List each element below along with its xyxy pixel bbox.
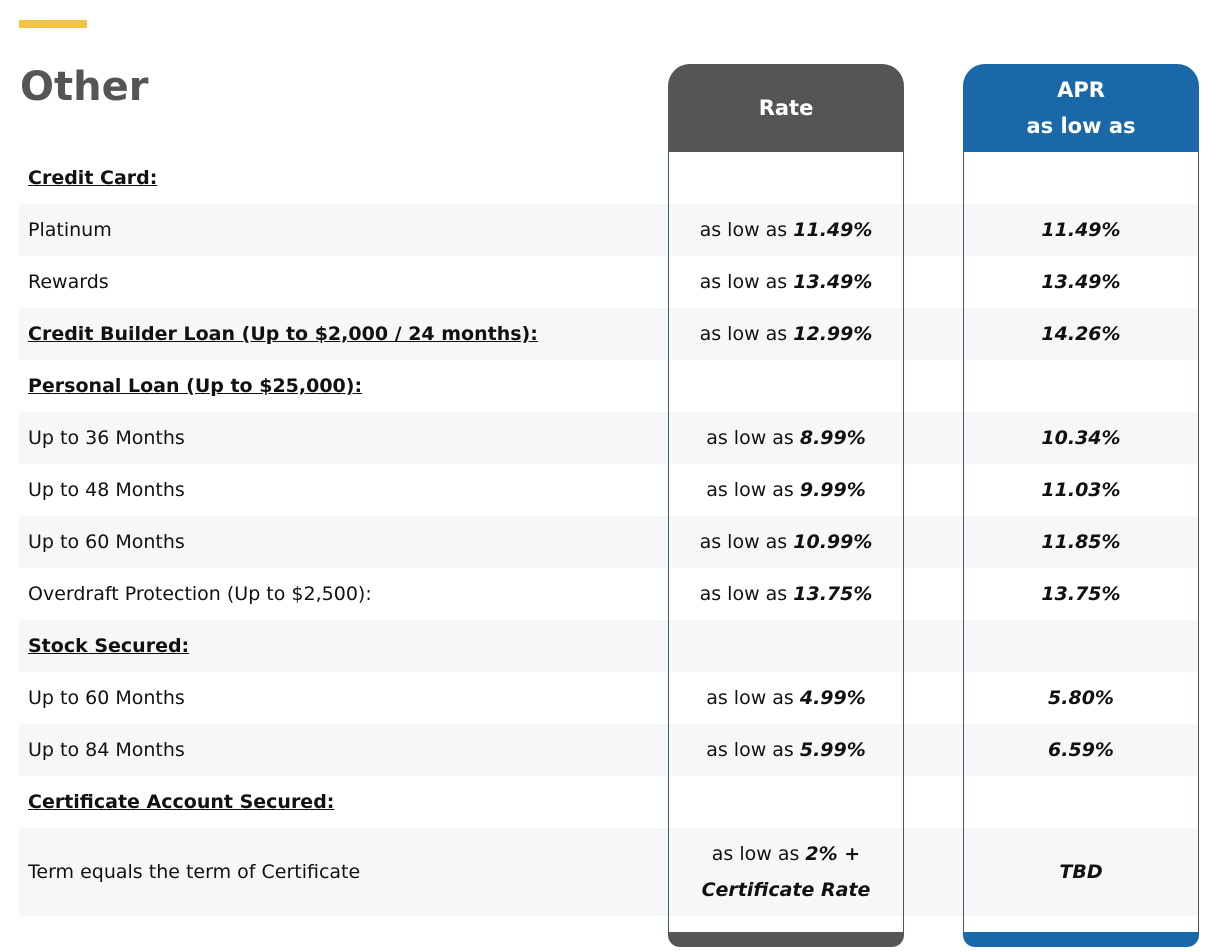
- rate-prefix: as low as: [706, 739, 794, 761]
- row-heading: Credit Builder Loan (Up to $2,000 / 24 m…: [28, 323, 538, 345]
- rate-value: 13.75%: [793, 583, 873, 605]
- apr-cell: 11.03%: [963, 464, 1199, 516]
- rate-value: 10.99%: [793, 531, 873, 553]
- row-shade: [19, 724, 1199, 776]
- apr-value: 11.49%: [1041, 219, 1121, 241]
- rate-value: 4.99%: [799, 687, 866, 709]
- apr-value: 10.34%: [1041, 427, 1121, 449]
- rate-header: Rate: [668, 64, 904, 152]
- row-heading: Personal Loan (Up to $25,000):: [28, 375, 363, 397]
- row-shade: [19, 516, 1199, 568]
- rate-value: 5.99%: [799, 739, 866, 761]
- apr-header-text: APR: [1057, 78, 1105, 102]
- accent-bar: [19, 20, 87, 28]
- rate-line: as low as 5.99%: [706, 732, 866, 768]
- rate-line: as low as 11.49%: [700, 212, 873, 248]
- rate-cell: as low as 12.99%: [668, 308, 904, 360]
- apr-cell: 6.59%: [963, 724, 1199, 776]
- rate-prefix: as low as: [699, 323, 788, 345]
- rate-line: as low as 9.99%: [706, 472, 866, 508]
- apr-cell: 13.75%: [963, 568, 1199, 620]
- rate-value: 9.99%: [799, 479, 866, 501]
- row-shade: [19, 412, 1199, 464]
- rate-cell: as low as 8.99%: [668, 412, 904, 464]
- rate-cell: as low as 13.49%: [668, 256, 904, 308]
- apr-cell: 11.49%: [963, 204, 1199, 256]
- rate-prefix: as low as: [699, 219, 788, 241]
- row-label: Platinum: [28, 219, 112, 241]
- row-label: Up to 48 Months: [28, 479, 185, 501]
- rate-value: 2% +: [805, 843, 861, 865]
- row-heading: Certificate Account Secured:: [28, 791, 335, 813]
- row-label: Term equals the term of Certificate: [28, 861, 361, 883]
- row-label: Rewards: [28, 271, 109, 293]
- apr-value: 6.59%: [1048, 739, 1114, 761]
- section-title: Other: [20, 64, 149, 110]
- rate-cell: as low as 11.49%: [668, 204, 904, 256]
- row-shade: [19, 308, 1199, 360]
- rate-line: as low as 8.99%: [706, 420, 866, 456]
- rate-column-border: [668, 152, 904, 932]
- rate-prefix: as low as: [711, 843, 800, 865]
- rate-cell: as low as 2% + Certificate Rate: [668, 828, 904, 916]
- row-label: Up to 84 Months: [28, 739, 185, 761]
- apr-header: APR as low as: [963, 64, 1199, 152]
- row-shade: [19, 828, 1199, 916]
- row-label: Up to 36 Months: [28, 427, 185, 449]
- apr-value: TBD: [1059, 861, 1103, 883]
- rate-value: 12.99%: [793, 323, 873, 345]
- rate-prefix: as low as: [699, 271, 788, 293]
- rate-cell: as low as 5.99%: [668, 724, 904, 776]
- row-label: Overdraft Protection (Up to $2,500):: [28, 583, 372, 605]
- apr-value: 11.03%: [1041, 479, 1121, 501]
- row-shade: [19, 620, 1199, 672]
- row-heading: Stock Secured:: [28, 635, 190, 657]
- rate-note: Certificate Rate: [701, 879, 871, 901]
- rate-value: 8.99%: [799, 427, 866, 449]
- apr-cell: 14.26%: [963, 308, 1199, 360]
- rate-cell: as low as 13.75%: [668, 568, 904, 620]
- rate-prefix: as low as: [706, 427, 794, 449]
- row-label: Up to 60 Months: [28, 531, 185, 553]
- rate-line: as low as 4.99%: [706, 680, 866, 716]
- rate-prefix: as low as: [699, 531, 788, 553]
- apr-value: 11.85%: [1041, 531, 1121, 553]
- rate-line: as low as 13.75%: [700, 576, 873, 612]
- apr-cell: TBD: [963, 828, 1199, 916]
- row-heading: Credit Card:: [28, 167, 158, 189]
- rate-header-text: Rate: [758, 96, 814, 120]
- rate-prefix: as low as: [699, 583, 788, 605]
- rate-column-footer: [668, 932, 904, 947]
- rate-line: as low as 13.49%: [700, 264, 873, 300]
- rate-value: 13.49%: [793, 271, 873, 293]
- rate-cell: as low as 9.99%: [668, 464, 904, 516]
- rate-cell: as low as 4.99%: [668, 672, 904, 724]
- apr-cell: 11.85%: [963, 516, 1199, 568]
- apr-value: 5.80%: [1048, 687, 1114, 709]
- apr-cell: 10.34%: [963, 412, 1199, 464]
- rate-line: as low as 10.99%: [700, 524, 873, 560]
- apr-value: 13.75%: [1041, 583, 1121, 605]
- apr-value: 14.26%: [1041, 323, 1121, 345]
- rate-prefix: as low as: [706, 479, 794, 501]
- rate-line: as low as 12.99%: [700, 316, 873, 352]
- apr-cell: 5.80%: [963, 672, 1199, 724]
- apr-value: 13.49%: [1041, 271, 1121, 293]
- row-label: Up to 60 Months: [28, 687, 185, 709]
- apr-column-border: [963, 152, 1199, 932]
- rate-column-header-bg: [668, 64, 904, 152]
- apr-header-sub: as low as: [1026, 114, 1136, 138]
- rate-cell: as low as 10.99%: [668, 516, 904, 568]
- row-shade: [19, 204, 1199, 256]
- apr-cell: 13.49%: [963, 256, 1199, 308]
- rate-line: as low as 2% +: [712, 836, 860, 872]
- rate-value: 11.49%: [793, 219, 873, 241]
- rate-prefix: as low as: [706, 687, 794, 709]
- apr-column-header-bg: [963, 64, 1199, 152]
- apr-column-footer: [963, 932, 1199, 947]
